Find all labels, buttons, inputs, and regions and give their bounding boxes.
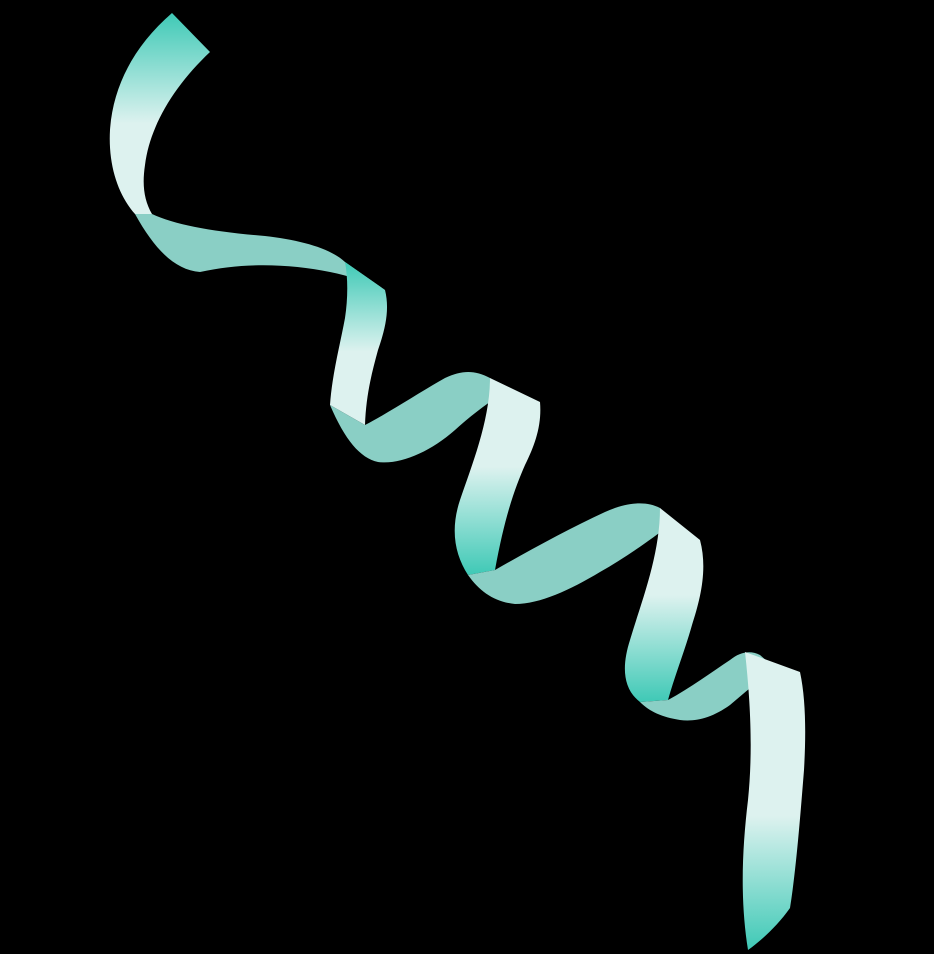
- ribbon-segment: [742, 652, 806, 950]
- ribbon-segment: [468, 503, 670, 604]
- ribbon-segment: [330, 262, 388, 425]
- ribbon-segment: [624, 508, 704, 702]
- ribbon-segment: [330, 372, 500, 463]
- ribbon-segment: [454, 378, 541, 575]
- ribbon-segment: [109, 13, 210, 214]
- ribbon-segment: [135, 214, 385, 290]
- ribbon-segment: [640, 652, 775, 721]
